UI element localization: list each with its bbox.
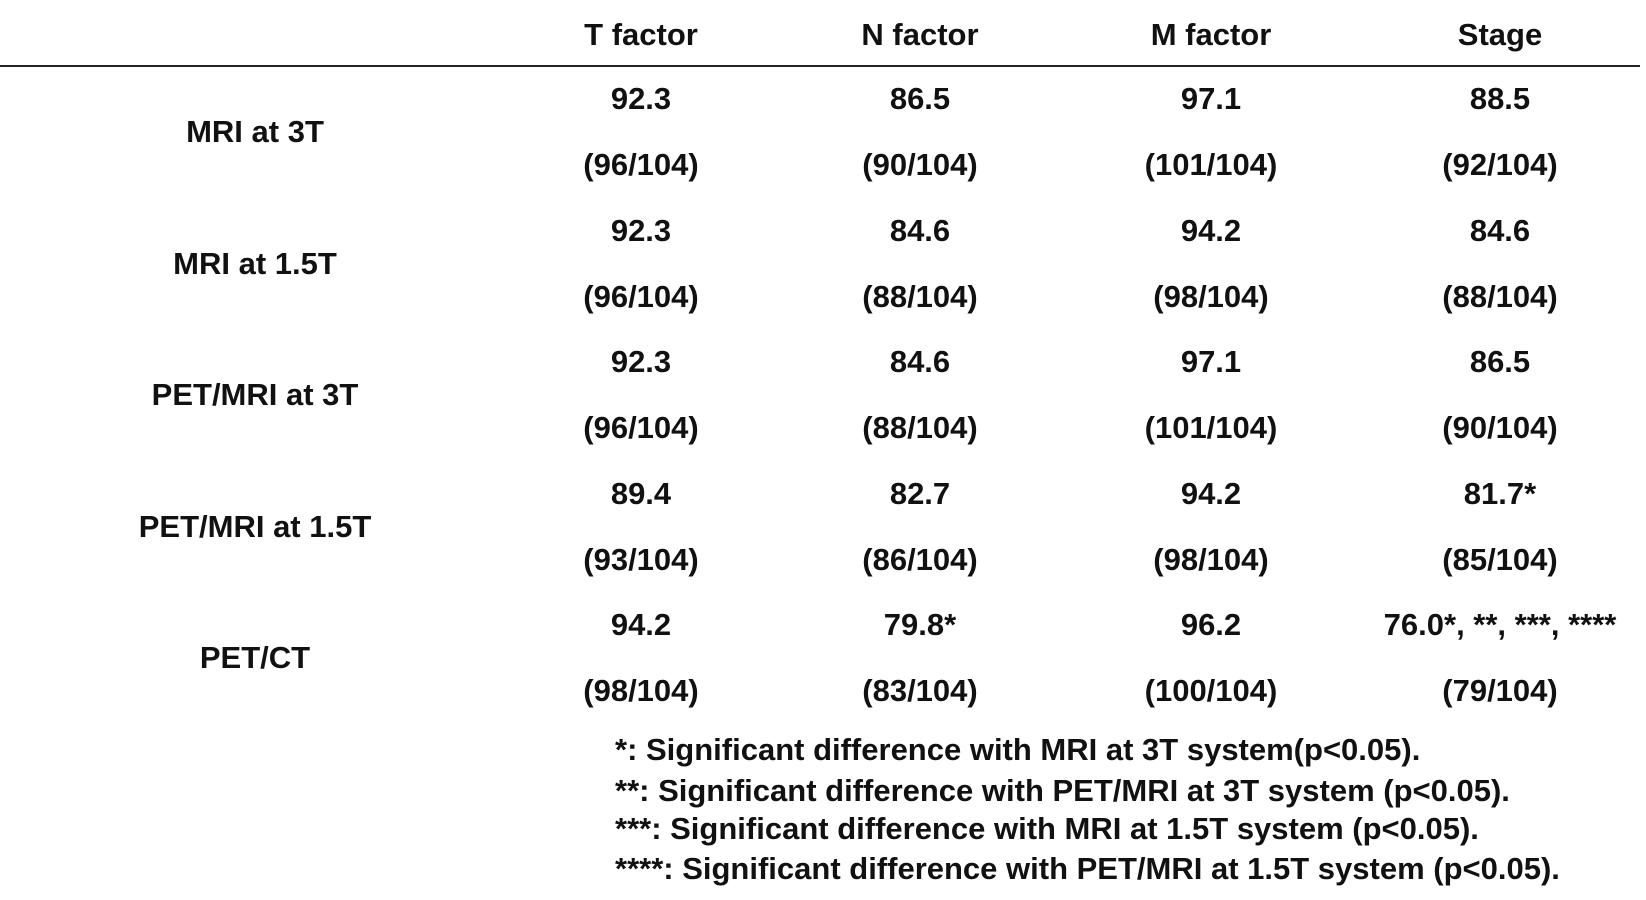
percent-cell: 86.5 xyxy=(889,81,951,116)
percent-cell: 84.6 xyxy=(889,344,951,379)
count-cell: (90/104) xyxy=(1442,410,1558,445)
row-label: MRI at 1.5T xyxy=(173,245,337,281)
count-cell: (101/104) xyxy=(1144,147,1278,182)
percent-cell: 92.3 xyxy=(610,212,672,248)
count-cell: (96/104) xyxy=(583,410,699,445)
row-label: PET/CT xyxy=(199,640,311,675)
footnote: ****: Significant difference with PET/MR… xyxy=(615,851,1560,886)
count-cell: (96/104) xyxy=(583,147,699,182)
footnote: *: Significant difference with MRI at 3T… xyxy=(615,732,1421,767)
percent-cell: 97.1 xyxy=(1180,81,1242,116)
column-header: Stage xyxy=(1457,17,1543,52)
percent-cell: 94.2 xyxy=(1180,212,1242,248)
percent-cell: 94.2 xyxy=(1180,475,1242,511)
percent-cell: 76.0*, **, ***, **** xyxy=(1383,607,1617,642)
count-cell: (79/104) xyxy=(1442,673,1558,708)
count-cell: (86/104) xyxy=(862,541,978,577)
footnote: **: Significant difference with PET/MRI … xyxy=(615,773,1510,808)
count-cell: (88/104) xyxy=(862,278,978,314)
count-cell: (88/104) xyxy=(1442,278,1558,314)
footnote: ***: Significant difference with MRI at … xyxy=(615,811,1479,846)
header-rule xyxy=(0,65,1640,67)
count-cell: (96/104) xyxy=(583,278,699,314)
row-label: MRI at 3T xyxy=(186,114,324,149)
percent-cell: 86.5 xyxy=(1469,344,1531,379)
count-cell: (90/104) xyxy=(862,147,978,182)
column-header: N factor xyxy=(861,17,979,52)
count-cell: (93/104) xyxy=(583,541,699,577)
percent-cell: 92.3 xyxy=(610,344,672,379)
count-cell: (98/104) xyxy=(1153,541,1269,577)
count-cell: (100/104) xyxy=(1144,673,1278,708)
percent-cell: 88.5 xyxy=(1469,81,1531,116)
column-header: T factor xyxy=(584,17,698,52)
count-cell: (101/104) xyxy=(1144,410,1278,445)
row-label: PET/MRI at 3T xyxy=(151,377,359,412)
count-cell: (98/104) xyxy=(583,673,699,708)
percent-cell: 97.1 xyxy=(1180,344,1242,379)
percent-cell: 81.7* xyxy=(1463,475,1537,511)
column-header: M factor xyxy=(1150,17,1272,52)
percent-cell: 92.3 xyxy=(610,81,672,116)
percent-cell: 94.2 xyxy=(610,607,672,642)
percent-cell: 96.2 xyxy=(1180,607,1242,642)
percent-cell: 82.7 xyxy=(889,475,951,511)
count-cell: (85/104) xyxy=(1442,541,1558,577)
percent-cell: 84.6 xyxy=(889,212,951,248)
count-cell: (83/104) xyxy=(862,673,978,708)
percent-cell: 89.4 xyxy=(610,475,672,511)
count-cell: (88/104) xyxy=(862,410,978,445)
percent-cell: 84.6 xyxy=(1469,212,1531,248)
count-cell: (98/104) xyxy=(1153,278,1269,314)
row-label: PET/MRI at 1.5T xyxy=(138,508,372,544)
percent-cell: 79.8* xyxy=(883,607,957,642)
count-cell: (92/104) xyxy=(1442,147,1558,182)
